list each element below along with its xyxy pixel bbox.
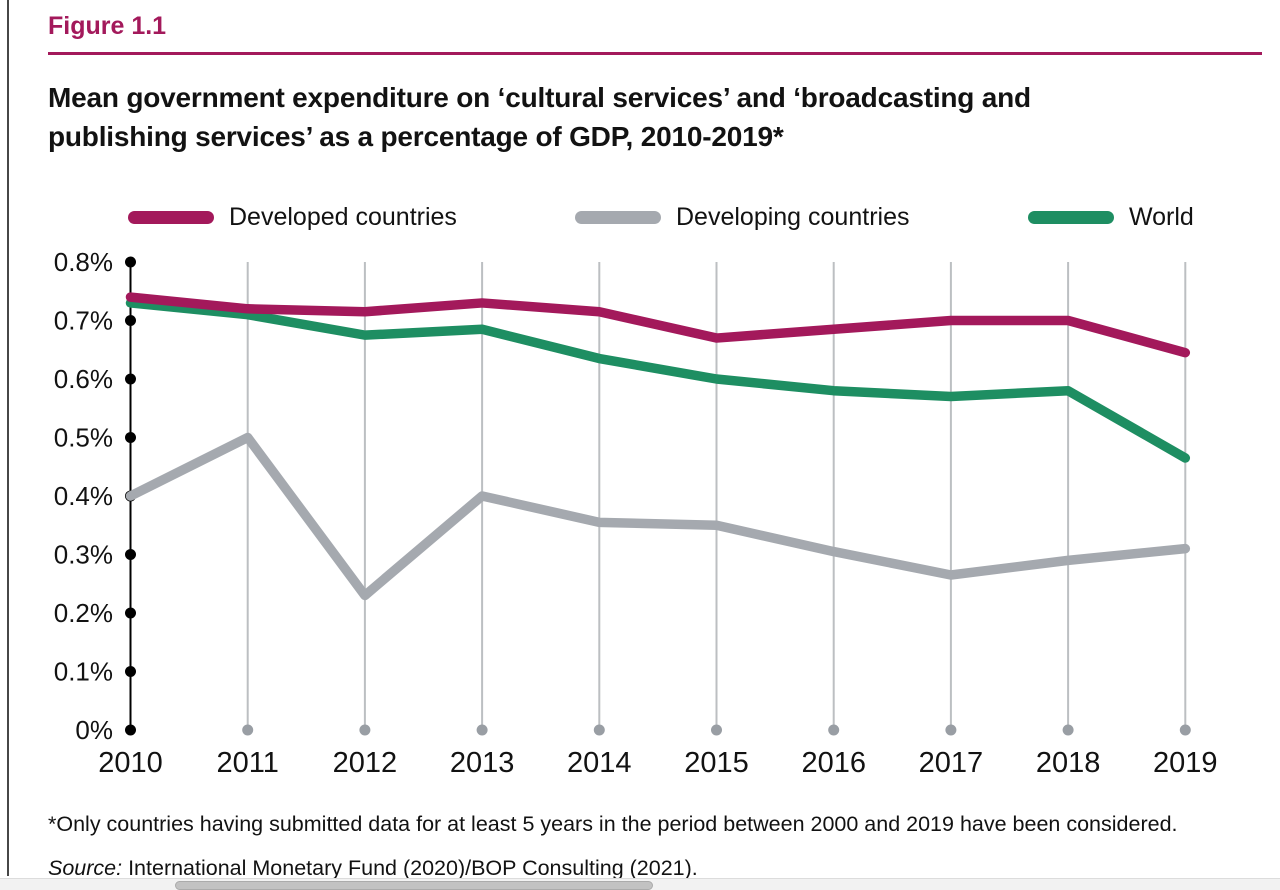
y-axis-tick-dot <box>125 432 136 443</box>
legend-label: Developed countries <box>229 203 457 231</box>
gridline-base-dot <box>945 724 957 736</box>
footnote: *Only countries having submitted data fo… <box>48 812 1178 836</box>
y-tick-label: 0.2% <box>54 598 113 628</box>
gridline-base-dot <box>476 724 488 736</box>
figure-title-line-2: publishing services’ as a percentage of … <box>48 121 784 152</box>
y-tick-label: 0% <box>75 715 113 745</box>
y-axis-tick-dot <box>125 373 136 385</box>
gridline-base-dot <box>242 724 254 736</box>
x-tick-label: 2018 <box>1036 747 1101 779</box>
x-tick-label: 2010 <box>98 747 163 779</box>
legend-item-world: World <box>1028 203 1194 232</box>
x-tick-label: 2017 <box>919 747 984 779</box>
series-line-world <box>125 298 1191 463</box>
x-tick-label: 2015 <box>684 747 749 779</box>
legend-swatch <box>128 211 214 224</box>
scrollbar-thumb[interactable] <box>175 881 653 890</box>
y-tick-label: 0.8% <box>54 247 113 277</box>
x-tick-label: 2011 <box>217 747 279 779</box>
x-tick-label: 2016 <box>801 747 866 779</box>
series-line-developing-countries <box>125 432 1191 601</box>
x-tick-label: 2014 <box>567 747 632 779</box>
figure-label: Figure 1.1 <box>48 12 167 40</box>
y-axis-tick-dot <box>125 549 136 560</box>
y-axis-tick-dot <box>125 315 136 326</box>
y-tick-label: 0.6% <box>54 364 113 394</box>
gridline-base-dot <box>593 724 605 736</box>
figure-rule <box>48 52 1262 55</box>
gridline-base-dot <box>828 724 840 736</box>
y-axis-tick-dot <box>125 256 136 268</box>
gridline-base-dot <box>711 724 722 736</box>
gridline-base-dot <box>1179 724 1191 736</box>
y-tick-label: 0.4% <box>54 481 113 511</box>
series-line-developed-countries <box>125 292 1191 358</box>
gridline-base-dot <box>359 724 371 736</box>
gridline-base-dot <box>1062 724 1074 736</box>
legend-label: World <box>1129 203 1194 231</box>
y-axis-tick-dot <box>125 607 136 619</box>
x-tick-label: 2012 <box>333 747 398 779</box>
x-tick-label: 2013 <box>450 747 515 779</box>
legend-swatch <box>1028 211 1114 224</box>
line-chart: 2010 2011 2012 2013 2014 2015 2016 2017 2018 2019… <box>54 247 1218 779</box>
y-tick-label: 0.5% <box>54 423 113 453</box>
y-axis-tick-dot <box>125 666 136 677</box>
y-tick-label: 0.1% <box>54 657 113 687</box>
chart-legend: Developed countries Developing countries W… <box>0 203 1280 233</box>
legend-item-developed-countries: Developed countries <box>128 203 457 232</box>
legend-swatch <box>575 211 661 224</box>
page-left-border <box>7 0 9 876</box>
y-tick-label: 0.7% <box>54 306 113 336</box>
source-line: Source: International Monetary Fund (202… <box>48 856 1258 881</box>
y-tick-label: 0.3% <box>54 540 113 570</box>
x-tick-label: 2019 <box>1153 747 1218 779</box>
source-text: International Monetary Fund (2020)/BOP C… <box>122 856 698 880</box>
legend-label: Developing countries <box>676 203 910 231</box>
horizontal-scrollbar[interactable] <box>0 878 1280 890</box>
figure-title-line-1: Mean government expenditure on ‘cultural… <box>48 82 1031 113</box>
source-label: Source: <box>48 856 123 880</box>
legend-item-developing-countries: Developing countries <box>575 203 909 232</box>
figure-title: Mean government expenditure on ‘cultural… <box>48 78 1248 156</box>
y-axis-tick-dot <box>125 724 136 736</box>
